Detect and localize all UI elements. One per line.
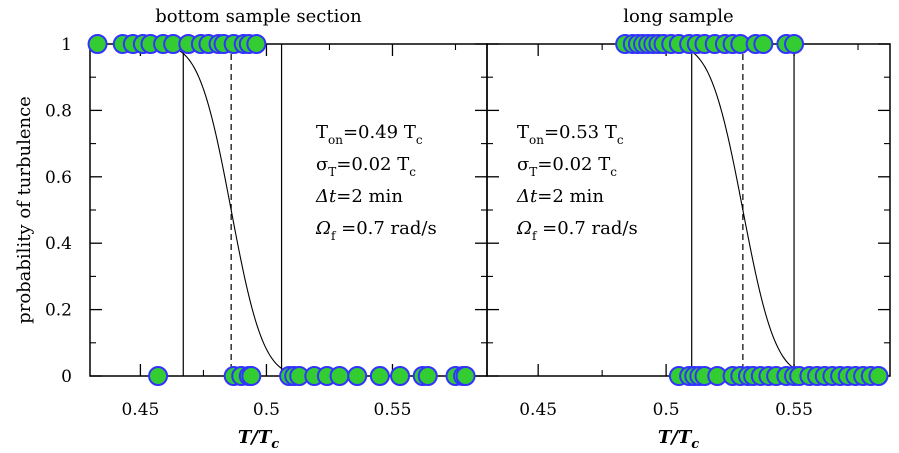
annotation-line: Ton=0.53 Tc	[517, 122, 624, 147]
annotation-value: =0.7 rad/s	[335, 218, 436, 239]
annotation-symbol: σ	[316, 154, 328, 175]
annotation-symbol: σ	[517, 154, 529, 175]
annotation-symbol: Ω	[516, 218, 532, 239]
annotation-symbol-sub: f	[331, 229, 337, 243]
x-tick-label: 0.5	[253, 400, 280, 420]
data-point-laminar	[148, 366, 169, 386]
data-point-turbulent	[784, 34, 805, 54]
x-axis-label-sub: c	[271, 437, 279, 452]
annotation-value: =0.02 T	[336, 154, 409, 175]
annotation-value: =0.49 T	[343, 122, 416, 143]
annotation-line: σT=0.02 Tc	[517, 154, 617, 179]
y-axis-label: probability of turbulence	[14, 96, 35, 324]
annotation-value: =0.7 rad/s	[536, 218, 637, 239]
annotation-symbol-sub: T	[529, 165, 537, 179]
annotation-symbol: T	[316, 122, 328, 143]
x-tick-label: 0.45	[519, 400, 557, 420]
x-axis-label: T/Tc	[658, 427, 699, 452]
annotation-value-sub: c	[416, 133, 423, 147]
annotation-value-sub: c	[610, 165, 617, 179]
x-axis-label-sub: c	[691, 437, 699, 452]
y-tick-label: 0.2	[45, 301, 72, 321]
annotation-value-sub: c	[409, 165, 416, 179]
data-point-turbulent	[87, 34, 108, 54]
annotation-symbol: Δt	[516, 186, 538, 207]
annotation-line: Ωf =0.7 rad/s	[315, 218, 437, 243]
annotation-symbol: Ω	[315, 218, 331, 239]
annotation-symbol-sub: on	[328, 133, 343, 147]
y-tick-label: 0	[61, 367, 72, 387]
annotation-value: =0.53 T	[544, 122, 617, 143]
data-point-laminar	[390, 366, 411, 386]
plot-frame	[89, 43, 488, 377]
annotation-line: Ton=0.49 Tc	[316, 122, 423, 147]
data-point-laminar	[329, 366, 350, 386]
annotation-line: Δt=2 min	[516, 186, 604, 207]
annotation-value: =2 min	[336, 186, 403, 207]
x-tick-label: 0.5	[653, 400, 680, 420]
data-point-turbulent	[246, 34, 267, 54]
x-tick-label: 0.55	[775, 400, 813, 420]
fit-curve	[487, 43, 890, 377]
annotation-line: σT=0.02 Tc	[316, 154, 416, 179]
data-point-turbulent	[753, 34, 774, 54]
annotation-line: Ωf =0.7 rad/s	[516, 218, 638, 243]
panel-title: long sample	[623, 6, 733, 27]
data-point-laminar	[369, 366, 390, 386]
x-tick-label: 0.45	[121, 400, 159, 420]
annotation-value-sub: c	[617, 133, 624, 147]
data-point-laminar	[347, 366, 368, 386]
annotation-symbol: T	[517, 122, 529, 143]
data-point-laminar	[417, 366, 438, 386]
y-tick-label: 1	[61, 35, 72, 55]
y-tick-label: 0.4	[45, 234, 72, 254]
data-point-laminar	[868, 366, 889, 386]
x-tick-label: 0.55	[374, 400, 412, 420]
annotation-symbol-sub: f	[532, 229, 538, 243]
plot-frame	[486, 43, 891, 377]
annotation-line: Δt=2 min	[315, 186, 403, 207]
fit-curve	[90, 43, 487, 377]
y-tick-label: 0.8	[45, 101, 72, 121]
panel-title: bottom sample section	[155, 6, 362, 27]
data-point-laminar	[455, 366, 476, 386]
annotation-value: =2 min	[537, 186, 604, 207]
panel-bottom-sample-section: 0 0.2 0.4 0.6 0.8 1 0.45 0.5 0.55 bottom sample s…	[14, 6, 488, 452]
x-axis-label: T/Tc	[238, 427, 279, 452]
annotation-symbol-sub: on	[529, 133, 544, 147]
data-point-laminar	[241, 366, 262, 386]
annotation-symbol-sub: T	[328, 165, 336, 179]
annotation-symbol: Δt	[315, 186, 337, 207]
annotation-value: =0.02 T	[537, 154, 610, 175]
y-tick-label: 0.6	[45, 168, 72, 188]
